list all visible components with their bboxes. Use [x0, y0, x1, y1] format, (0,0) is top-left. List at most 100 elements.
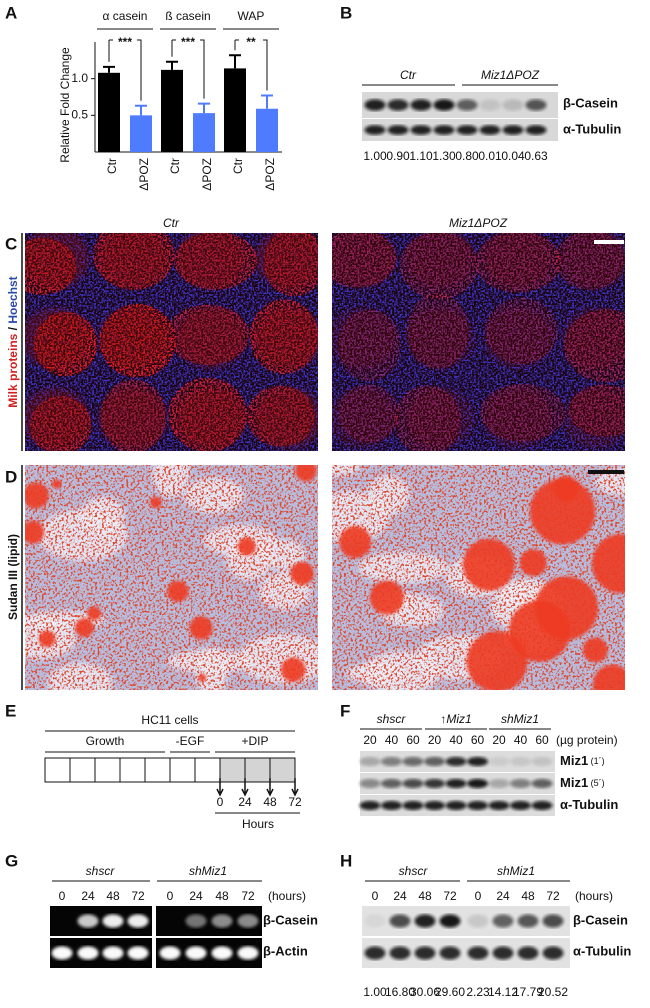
group-label: shMiz1 [189, 864, 227, 878]
row-label: α-Tubulin [560, 797, 618, 812]
error-bar [198, 102, 210, 114]
acinus-haze [99, 388, 167, 448]
day-box [144, 757, 171, 783]
lipid-droplet [591, 533, 625, 594]
day-box [194, 757, 221, 783]
phase-label: +DIP [241, 734, 268, 748]
band [488, 756, 510, 767]
lane-label: 72 [241, 889, 255, 903]
y-axis-title: Relative Fold Change [58, 47, 72, 163]
y-tick-label: 1.0 [71, 71, 88, 85]
lipid-droplet [237, 537, 256, 556]
band [389, 946, 411, 960]
day-box [244, 757, 271, 783]
lane-label: 24 [81, 889, 95, 903]
lane-label: 60 [535, 733, 549, 747]
band [414, 914, 436, 928]
x-tick-label: ΔPOZ [137, 158, 151, 191]
micrograph [25, 465, 318, 690]
band [488, 800, 510, 811]
lipid-droplet [592, 664, 625, 690]
row-label: β-Casein [573, 912, 628, 927]
band [531, 778, 553, 789]
band [77, 946, 99, 960]
lane-unit: (µg protein) [556, 733, 618, 747]
acinus-haze [562, 388, 625, 448]
lipid-droplet [553, 475, 579, 502]
side-label: Milk proteins / Hoechst [6, 276, 20, 407]
acinus-haze [255, 233, 318, 288]
lane-label: 48 [215, 889, 229, 903]
acinus-haze [484, 308, 552, 368]
band [359, 756, 381, 767]
acinus-haze [406, 308, 474, 368]
bar [98, 72, 120, 152]
band [102, 946, 124, 960]
band [467, 914, 489, 928]
band [414, 946, 436, 960]
arrow [291, 778, 299, 797]
row-label: β-Casein [563, 95, 618, 110]
panel-label: A [5, 3, 17, 22]
bar [130, 115, 152, 152]
lane-label: 72 [443, 889, 457, 903]
band [479, 125, 501, 135]
quantification: 2.23 [466, 985, 490, 999]
x-tick-label: ΔPOZ [200, 158, 214, 191]
band [439, 946, 461, 960]
acinus-haze [99, 233, 167, 288]
lipid-droplet [51, 479, 62, 489]
group-label: shscr [86, 864, 116, 878]
group-label: shMiz1 [497, 864, 535, 878]
time-label: 48 [263, 795, 277, 809]
lane-label: 72 [546, 889, 560, 903]
quantification: 0.90 [386, 149, 410, 163]
lane-label: 20 [428, 733, 442, 747]
quantification: 16.80 [385, 985, 415, 999]
quantification: 0.01 [478, 149, 502, 163]
lipid-droplet [290, 561, 314, 586]
day-box [44, 757, 71, 783]
phase-label: Growth [86, 734, 125, 748]
band [381, 756, 402, 767]
acinus-haze [99, 308, 167, 368]
band [445, 778, 467, 789]
quantification: 1.10 [409, 149, 433, 163]
band [531, 756, 553, 767]
panel-label: B [340, 3, 352, 22]
band [467, 946, 489, 960]
acinus-haze [25, 388, 89, 448]
lipid-droplet [198, 673, 207, 682]
lipid-droplets [25, 465, 318, 690]
row-label: α-Tubulin [563, 121, 621, 136]
acinus-haze [332, 308, 396, 368]
lane-label: 40 [385, 733, 399, 747]
band [433, 99, 455, 111]
x-tick-label: Ctr [168, 158, 182, 174]
acinus-haze [562, 233, 625, 288]
acinus-haze [255, 388, 318, 448]
lane-label: 72 [131, 889, 145, 903]
band [364, 914, 386, 928]
group-label: shscr [399, 864, 429, 878]
band [531, 800, 553, 811]
quantification: 20.52 [538, 985, 568, 999]
arrow [216, 778, 224, 797]
band [517, 914, 539, 928]
panel-label: E [5, 701, 16, 720]
error-bar [103, 65, 115, 73]
acinus-haze [406, 233, 474, 288]
row-label: β-Casein [263, 912, 318, 927]
lane-label: 40 [449, 733, 463, 747]
micrograph [25, 233, 318, 451]
significance-bracket [108, 39, 142, 101]
acinus-haze [177, 233, 245, 288]
axis-label: Hours [242, 817, 274, 831]
panel-label: G [5, 851, 18, 870]
lane-label: 0 [372, 889, 379, 903]
band [410, 99, 432, 111]
band [510, 800, 531, 811]
lipid-droplet [280, 657, 306, 682]
band [517, 946, 539, 960]
